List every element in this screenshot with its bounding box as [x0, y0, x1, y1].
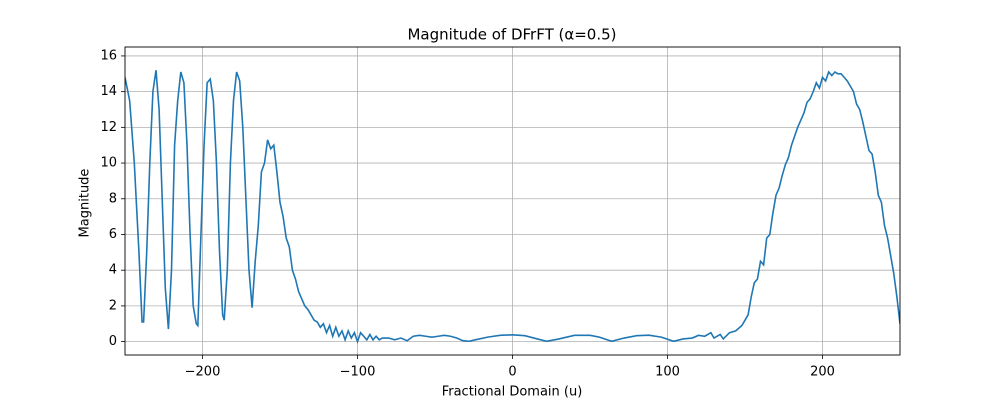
y-axis-label: Magnitude — [78, 169, 93, 238]
y-tick-label: 8 — [109, 191, 117, 206]
x-axis-label: Fractional Domain (u) — [442, 385, 583, 400]
x-tick-label: 100 — [655, 365, 680, 380]
chart-title: Magnitude of DFrFT (α=0.5) — [407, 26, 616, 44]
y-tick-label: 4 — [109, 263, 117, 278]
y-tick-label: 0 — [109, 334, 117, 349]
plot-frame — [124, 46, 901, 356]
x-tick-label: −200 — [185, 365, 221, 380]
y-tick-label: 16 — [100, 48, 117, 63]
y-tick-label: 6 — [109, 227, 117, 242]
x-tick-label: 200 — [810, 365, 835, 380]
x-tick-label: 0 — [508, 365, 516, 380]
y-tick-label: 2 — [109, 298, 117, 313]
y-tick-label: 14 — [100, 84, 117, 99]
data-line — [125, 70, 900, 345]
y-tick-label: 10 — [100, 156, 117, 171]
x-tick-label: −100 — [340, 365, 376, 380]
y-tick-label: 12 — [100, 120, 117, 135]
